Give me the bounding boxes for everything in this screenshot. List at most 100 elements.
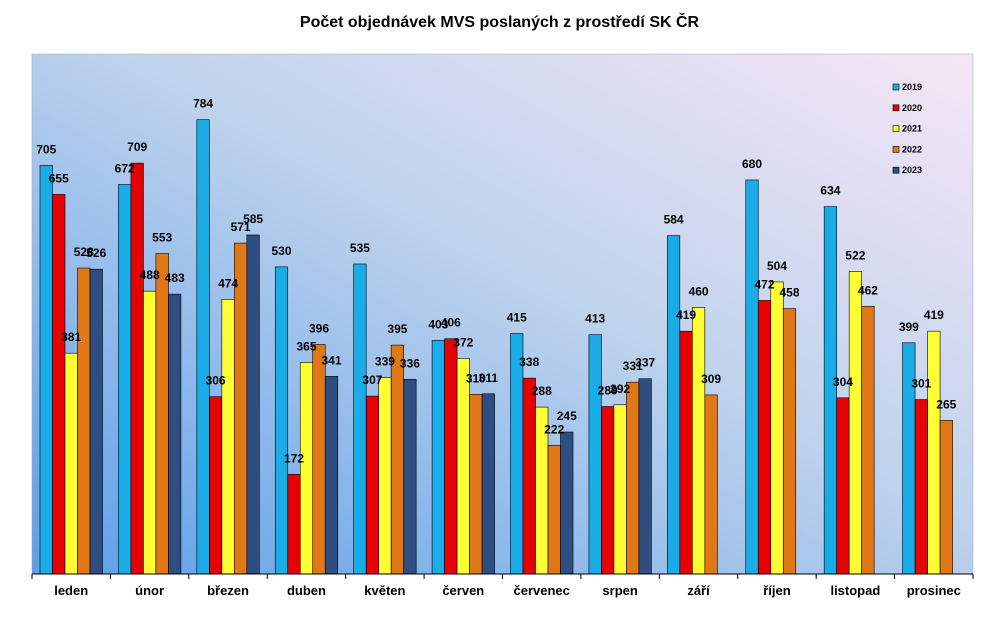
data-label: 245 [557,409,577,423]
bar-2019-říjen [745,179,759,575]
bar-2022-červen [469,394,483,575]
bar-2020-červen [444,338,458,575]
bar-2021-duben [299,362,314,575]
legend-label-2019: 2019 [902,82,922,92]
legend-swatch-2023 [892,166,900,174]
data-label: 584 [664,213,684,227]
bar-2019-únor [118,184,132,575]
data-label: 634 [820,184,840,198]
data-label: 341 [321,353,341,367]
data-label: 413 [585,312,605,326]
data-label: 406 [441,316,461,330]
data-label: 705 [36,142,56,156]
data-label: 337 [635,356,655,370]
bar-2022-duben [312,344,326,575]
data-label: 336 [400,356,420,370]
data-label: 338 [519,355,539,369]
category-label: srpen [602,583,637,598]
bar-2019-srpen [588,334,602,575]
legend-label-2022: 2022 [902,144,922,154]
bar-2020-duben [287,474,301,575]
legend: 2019 2020 2021 2022 2023 [892,82,922,175]
bar-2020-prosinec [914,399,928,575]
bar-2019-leden [39,165,53,575]
data-label: 311 [479,371,499,385]
data-label: 462 [858,283,878,297]
data-label: 680 [742,157,762,171]
bar-2021-říjen [770,281,784,575]
data-label: 339 [375,355,395,369]
bar-2022-listopad [861,305,875,575]
data-label: 365 [296,339,316,353]
bar-2020-leden [52,194,66,575]
data-label: 535 [350,241,370,255]
bar-2020-únor [130,162,144,575]
bar-2019-květen [353,263,367,575]
bar-2022-červenec [547,445,561,575]
bar-2022-září [704,394,718,575]
data-label: 307 [362,373,382,387]
bar-2019-září [667,235,681,575]
bar-2021-listopad [848,271,862,575]
data-label: 306 [206,374,226,388]
bar-2023-březen [246,234,260,575]
bar-2022-leden [77,267,91,575]
data-label: 301 [911,377,931,391]
data-label: 553 [152,231,172,245]
category-label: říjen [763,583,791,598]
data-label: 292 [610,382,630,396]
data-label: 526 [86,246,106,260]
category-label: září [687,583,710,598]
category-label: únor [135,583,164,598]
bar-2022-březen [234,242,248,575]
bar-2019-březen [196,119,210,575]
plot-area [31,53,974,575]
data-label: 530 [271,244,291,258]
category-label: červen [442,583,484,598]
data-label: 396 [309,322,329,336]
data-label: 265 [936,397,956,411]
bar-2021-květen [378,377,392,575]
data-label: 419 [676,308,696,322]
data-label: 381 [61,330,81,344]
bar-2019-listopad [823,206,837,575]
bar-2020-listopad [836,397,850,575]
category-label: prosinec [907,583,961,598]
data-label: 399 [899,320,919,334]
data-label: 372 [453,335,473,349]
bar-2021-leden [64,352,78,575]
bar-2021-červen [456,358,470,575]
category-label: březen [207,583,249,598]
bar-2020-květen [365,395,379,575]
bar-2021-únor [143,290,157,575]
data-label: 419 [924,308,944,322]
category-label: červenec [514,583,570,598]
data-label: 460 [689,284,709,298]
data-label: 304 [833,375,853,389]
bar-2021-září [692,307,706,575]
bar-2021-březen [221,299,235,575]
data-label: 472 [754,277,774,291]
data-label: 289 [598,384,618,398]
data-label: 288 [532,384,552,398]
bar-2021-prosinec [927,330,941,575]
bar-2022-únor [155,253,169,575]
data-label: 528 [74,245,94,259]
data-label: 709 [127,140,147,154]
legend-swatch-2019 [892,83,900,91]
bar-2019-duben [274,266,289,575]
bar-2023-květen [403,378,417,575]
data-label: 585 [243,212,263,226]
data-label: 522 [845,249,865,263]
data-label: 415 [507,311,527,325]
bar-2020-červenec [522,377,536,575]
data-label: 488 [140,268,160,282]
bar-2023-červen [481,393,495,575]
data-label: 331 [623,359,643,373]
data-label: 222 [544,422,564,436]
bar-2023-únor [168,293,182,575]
bar-2019-červen [431,340,445,575]
legend-label-2020: 2020 [902,103,922,113]
data-label: 483 [165,271,185,285]
